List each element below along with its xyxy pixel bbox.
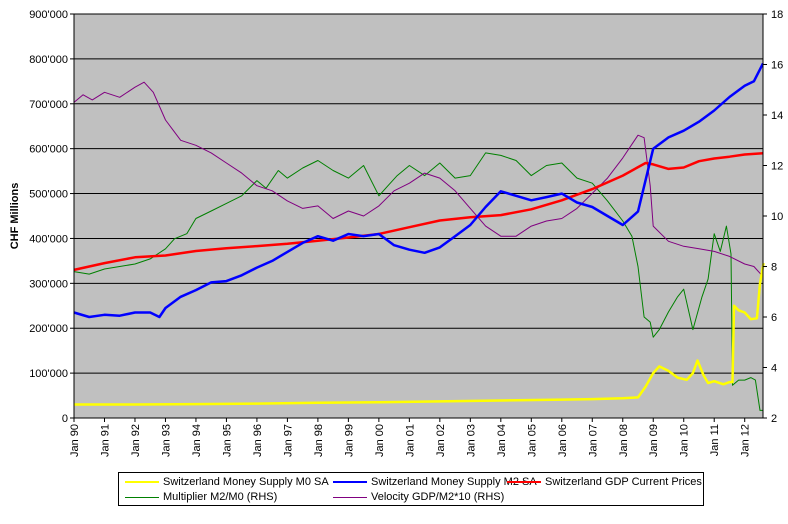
y2-tick-label: 6 [771, 312, 777, 324]
x-tick-label: Jan 96 [252, 424, 264, 457]
legend-swatch-m0 [125, 481, 159, 483]
y2-tick-label: 4 [771, 363, 777, 375]
legend-label-velocity: Velocity GDP/M2*10 (RHS) [371, 491, 505, 503]
series-m0-line [74, 262, 765, 406]
legend-label-m0: Switzerland Money Supply M0 SA [163, 476, 329, 488]
x-tick-label: Jan 98 [313, 424, 325, 457]
x-tick-label: Jan 91 [99, 424, 111, 457]
y-tick-label: 100'000 [29, 368, 68, 380]
x-tick-label: Jan 07 [587, 424, 599, 457]
x-tick-label: Jan 95 [221, 424, 233, 457]
y-tick-label: 0 [62, 413, 68, 425]
x-tick-label: Jan 05 [526, 424, 538, 457]
legend-label-m2: Switzerland Money Supply M2 SA [371, 476, 537, 488]
y2-tick-label: 14 [771, 110, 783, 122]
x-tick-label: Jan 01 [404, 424, 416, 457]
plot-area [73, 13, 764, 419]
y2-tick-label: 8 [771, 262, 777, 274]
y-tick-label: 800'000 [29, 54, 68, 66]
y-tick-label: 300'000 [29, 278, 68, 290]
y-tick-label: 400'000 [29, 233, 68, 245]
x-tick-label: Jan 92 [130, 424, 142, 457]
legend: Switzerland Money Supply M0 SA Switzerla… [118, 472, 704, 506]
y-tick-label: 200'000 [29, 323, 68, 335]
gridlines [74, 13, 763, 374]
y2-tick-label: 16 [771, 60, 783, 72]
y-axis-right: 2 4 6 8 10 12 14 16 18 [762, 9, 783, 425]
x-tick-label: Jan 09 [648, 424, 660, 457]
y-tick-label: 600'000 [29, 144, 68, 156]
x-tick-label: Jan 90 [69, 424, 81, 457]
y2-tick-label: 18 [771, 9, 783, 21]
series-multiplier-line [73, 152, 763, 411]
x-tick-label: Jan 99 [343, 424, 355, 457]
x-tick-label: Jan 03 [465, 424, 477, 457]
y-axis-label: CHF Millions [9, 183, 21, 250]
x-tick-label: Jan 94 [191, 424, 203, 457]
x-axis: Jan 90 Jan 91 Jan 92 Jan 93 Jan 94 Jan 95 Jan … [69, 417, 763, 457]
x-tick-label: Jan 11 [709, 424, 721, 456]
legend-item-velocity: Velocity GDP/M2*10 (RHS) [333, 491, 504, 503]
x-tick-label: Jan 97 [282, 424, 294, 457]
x-tick-label: Jan 10 [679, 424, 691, 457]
y-tick-label: 500'000 [29, 189, 68, 201]
y-tick-label: 900'000 [29, 9, 68, 21]
y2-tick-label: 10 [771, 211, 783, 223]
y-axis-left: 0 100'000 200'000 300'000 400'000 500'000 600'… [29, 9, 75, 425]
x-tick-label: Jan 08 [618, 424, 630, 457]
x-tick-label: Jan 12 [740, 424, 752, 457]
series-velocity-line [73, 81, 764, 277]
legend-item-m2: Switzerland Money Supply M2 SA [333, 476, 537, 488]
legend-label-gdp: Switzerland GDP Current Prices [545, 476, 702, 488]
x-tick-label: Jan 04 [496, 424, 508, 457]
series-gdp-line [73, 151, 764, 272]
legend-swatch-m2 [333, 481, 367, 483]
series-lines [73, 62, 765, 411]
legend-item-multiplier: Multiplier M2/M0 (RHS) [125, 491, 277, 503]
legend-item-m0: Switzerland Money Supply M0 SA [125, 476, 329, 488]
legend-swatch-multiplier [125, 496, 159, 498]
x-tick-label: Jan 02 [435, 424, 447, 457]
y-tick-label: 700'000 [29, 99, 68, 111]
x-tick-label: Jan 00 [374, 424, 386, 457]
legend-swatch-velocity [333, 496, 367, 498]
legend-swatch-gdp [507, 481, 541, 483]
legend-item-gdp: Switzerland GDP Current Prices [507, 476, 702, 488]
legend-label-multiplier: Multiplier M2/M0 (RHS) [163, 491, 278, 503]
series-m2-line [73, 62, 765, 319]
y2-tick-label: 2 [771, 413, 777, 425]
x-tick-label: Jan 93 [160, 424, 172, 457]
y2-tick-label: 12 [771, 161, 783, 173]
x-tick-label: Jan 06 [557, 424, 569, 457]
